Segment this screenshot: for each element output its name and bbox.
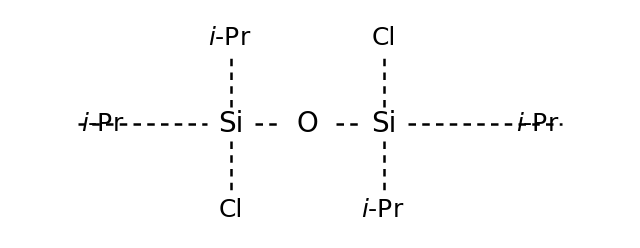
Text: Cl: Cl — [372, 26, 396, 50]
Text: $\it{i}$-Pr: $\it{i}$-Pr — [516, 112, 559, 136]
Text: $\it{i}$-Pr: $\it{i}$-Pr — [361, 198, 404, 222]
Text: Si: Si — [371, 110, 396, 138]
Text: $\it{i}$-Pr: $\it{i}$-Pr — [81, 112, 124, 136]
Text: Cl: Cl — [219, 198, 243, 222]
Text: O: O — [296, 110, 318, 138]
Text: $\it{i}$-Pr: $\it{i}$-Pr — [208, 26, 251, 50]
Text: Si: Si — [218, 110, 243, 138]
